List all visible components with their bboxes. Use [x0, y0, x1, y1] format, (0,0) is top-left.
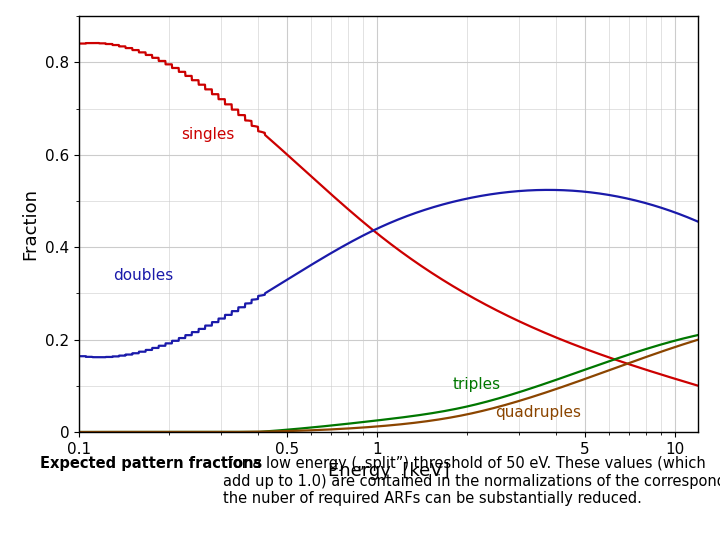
X-axis label: Energy  [keV]: Energy [keV] [328, 462, 449, 480]
Text: triples: triples [453, 377, 501, 393]
Y-axis label: Fraction: Fraction [22, 188, 40, 260]
Text: singles: singles [181, 127, 235, 141]
Text: doubles: doubles [113, 267, 174, 282]
Text: quadruples: quadruples [495, 405, 582, 420]
Text: Expected pattern fractions: Expected pattern fractions [40, 456, 262, 471]
Text: for a low energy („split”) threshold of 50 eV. These values (which
add up to 1.0: for a low energy („split”) threshold of … [223, 456, 720, 506]
